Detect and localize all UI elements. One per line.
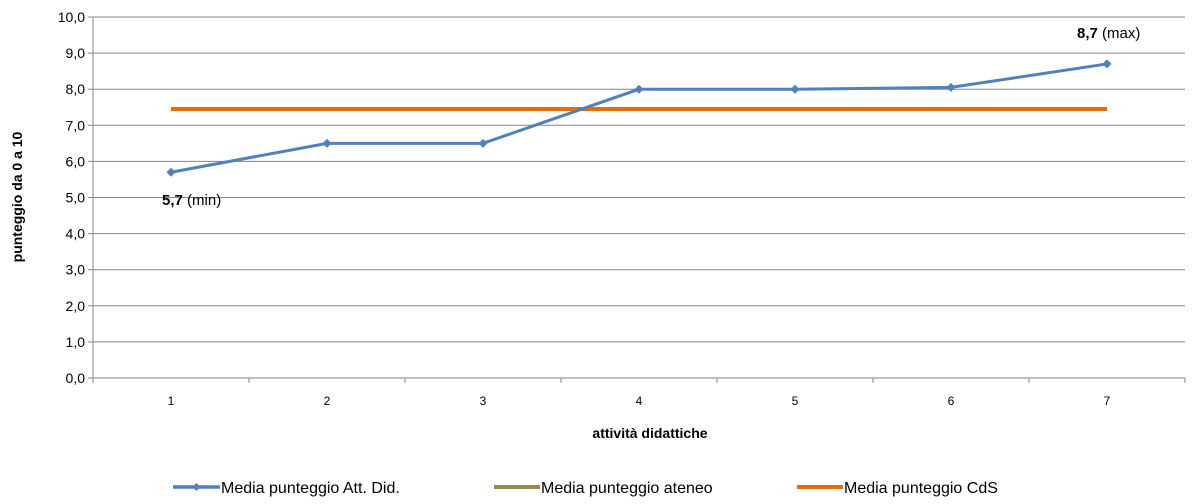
data-point-marker — [322, 138, 332, 148]
data-point-marker — [790, 84, 800, 94]
y-tick-label: 5,0 — [66, 190, 86, 206]
y-tick-label: 4,0 — [66, 226, 86, 242]
y-tick-labels: 0,0 1,0 2,0 3,0 4,0 5,0 6,0 7,0 8,0 9,0 10,0 — [58, 9, 85, 386]
y-tick-label: 2,0 — [66, 298, 86, 314]
x-tick-label: 3 — [480, 394, 487, 408]
max-annotation-suffix: (max) — [1098, 25, 1141, 42]
legend-marker-att-did — [192, 483, 201, 491]
x-tick-labels: 1 2 3 4 5 6 7 — [168, 394, 1111, 408]
y-tick-label: 1,0 — [66, 334, 86, 350]
data-point-marker — [634, 84, 644, 94]
data-point-marker — [946, 82, 956, 92]
legend-label-ateneo: Media punteggio ateneo — [541, 480, 713, 497]
y-tick-label: 7,0 — [66, 117, 86, 133]
data-point-marker — [478, 138, 488, 148]
y-tick-label: 3,0 — [66, 262, 86, 278]
x-tick-label: 1 — [168, 394, 175, 408]
legend-label-cds: Media punteggio CdS — [844, 480, 998, 497]
legend-label-att-did: Media punteggio Att. Did. — [221, 480, 400, 497]
y-tick-label: 8,0 — [66, 81, 86, 97]
max-annotation: 8,7 (max) — [1077, 25, 1140, 42]
y-tick-label: 9,0 — [66, 45, 86, 61]
y-axis-title: punteggio da 0 a 10 — [9, 131, 25, 262]
x-tick-label: 4 — [636, 394, 643, 408]
y-tick-label: 6,0 — [66, 153, 86, 169]
series-lines — [166, 59, 1112, 177]
legend: Media punteggio Att. Did. Media punteggi… — [173, 480, 998, 497]
data-point-marker — [1102, 59, 1112, 69]
x-axis-title: attività didattiche — [592, 425, 707, 441]
legend-item-ateneo: Media punteggio ateneo — [494, 480, 713, 497]
y-tick-label: 10,0 — [58, 9, 85, 25]
min-annotation-suffix: (min) — [183, 192, 221, 209]
x-tick-label: 6 — [948, 394, 955, 408]
x-tick-label: 2 — [324, 394, 331, 408]
legend-item-att-did: Media punteggio Att. Did. — [173, 480, 400, 497]
y-tick-label: 0,0 — [66, 370, 86, 386]
data-point-marker — [166, 167, 176, 177]
min-annotation: 5,7 (min) — [162, 192, 221, 209]
axes — [88, 16, 1186, 383]
series-line — [170, 62, 1108, 174]
x-tick-label: 5 — [792, 394, 799, 408]
gridlines — [93, 16, 1185, 379]
max-annotation-value: 8,7 — [1077, 25, 1098, 42]
min-annotation-value: 5,7 — [162, 192, 183, 209]
x-tick-label: 7 — [1104, 394, 1111, 408]
legend-item-cds: Media punteggio CdS — [797, 480, 998, 497]
